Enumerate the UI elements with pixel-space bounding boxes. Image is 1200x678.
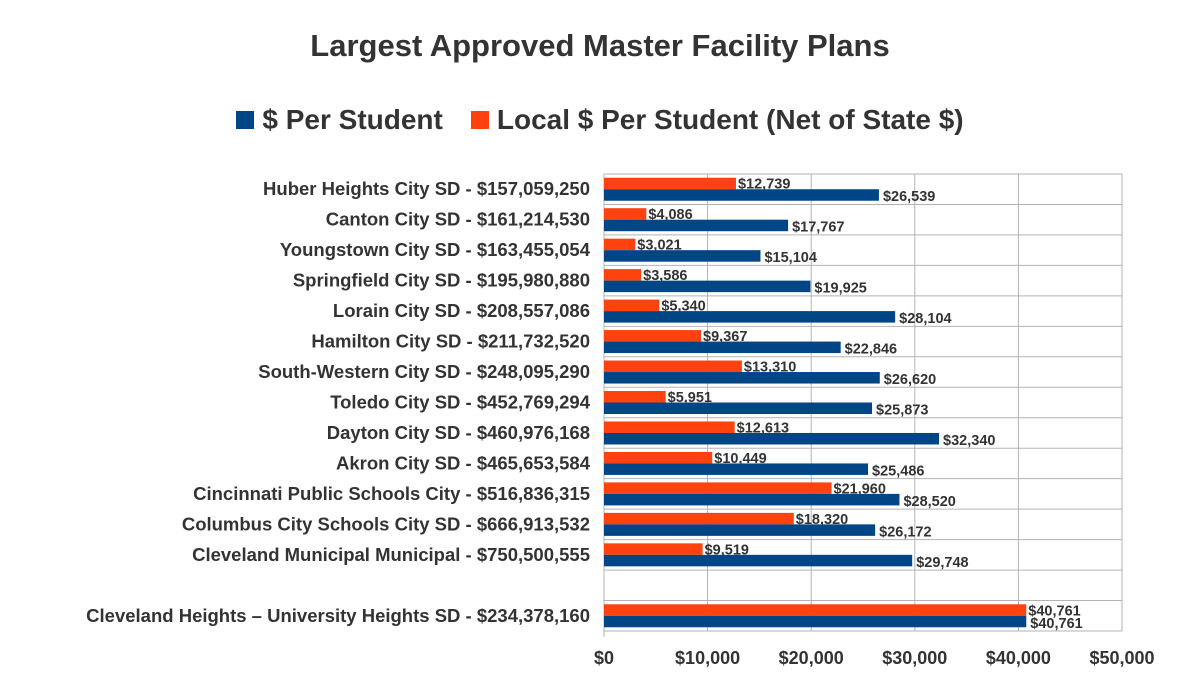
bar-per-student-6 <box>604 372 880 384</box>
legend-label-local-per-student: Local $ Per Student (Net of State $) <box>496 104 964 135</box>
bar-per-student-10 <box>604 493 900 506</box>
data-label-local-14: $40,761 <box>1028 603 1080 619</box>
x-tick-label-1: $10,000 <box>675 648 740 668</box>
bar-local-1 <box>604 208 647 220</box>
x-tick-label-3: $30,000 <box>882 648 947 668</box>
data-label-local-7: $5,951 <box>668 390 712 406</box>
bar-per-student-3 <box>604 280 811 293</box>
data-label-per-student-7: $25,873 <box>876 403 928 419</box>
data-label-local-3: $3,586 <box>643 268 687 284</box>
data-label-per-student-8: $32,340 <box>943 433 995 449</box>
bar-local-5 <box>604 330 702 342</box>
data-label-per-student-1: $17,767 <box>792 220 844 236</box>
bar-local-9 <box>604 451 713 464</box>
legend-swatch-local-per-student <box>470 111 489 129</box>
category-label-2: Youngstown City SD - $163,455,054 <box>280 239 591 260</box>
data-label-per-student-3: $19,925 <box>814 281 866 297</box>
x-tick-label-2: $20,000 <box>779 648 844 668</box>
category-label-11: Columbus City Schools City SD - $666,913… <box>182 513 590 534</box>
bar-per-student-5 <box>604 341 841 354</box>
data-label-per-student-10: $28,520 <box>903 494 955 510</box>
data-label-per-student-4: $28,104 <box>899 311 951 327</box>
x-tick-label-5: $50,000 <box>1089 648 1154 668</box>
data-label-per-student-6: $26,620 <box>884 372 936 388</box>
bar-local-3 <box>604 269 642 281</box>
x-tick-label-4: $40,000 <box>986 648 1051 668</box>
data-label-per-student-0: $26,539 <box>883 189 935 205</box>
chart-title: Largest Approved Master Facility Plans <box>310 28 890 63</box>
category-label-5: Hamilton City SD - $211,732,520 <box>311 331 590 352</box>
bar-local-4 <box>604 299 660 312</box>
data-label-local-4: $5,340 <box>661 299 705 315</box>
bar-per-student-14 <box>604 615 1027 628</box>
category-label-7: Toledo City SD - $452,769,294 <box>330 392 591 413</box>
bar-per-student-2 <box>604 250 761 262</box>
category-label-3: Springfield City SD - $195,980,880 <box>293 270 590 291</box>
data-label-local-2: $3,021 <box>637 238 681 254</box>
data-label-per-student-5: $22,846 <box>845 342 897 358</box>
legend-label-per-student: $ Per Student <box>262 104 443 135</box>
category-label-14: Cleveland Heights – University Heights S… <box>86 605 590 626</box>
legend-item-local-per-student: Local $ Per Student (Net of State $) <box>470 104 964 136</box>
legend-item-per-student: $ Per Student <box>236 104 443 136</box>
bar-local-0 <box>604 177 736 190</box>
bar-per-student-7 <box>604 402 873 414</box>
data-label-local-12: $9,519 <box>705 542 749 558</box>
data-label-local-0: $12,739 <box>738 177 790 193</box>
bar-local-11 <box>604 512 794 525</box>
data-label-per-student-2: $15,104 <box>764 250 816 266</box>
bar-per-student-8 <box>604 432 940 445</box>
legend: $ Per Student Local $ Per Student (Net o… <box>0 104 1200 136</box>
data-label-local-10: $21,960 <box>834 481 886 497</box>
bar-local-12 <box>604 543 703 555</box>
data-label-per-student-11: $26,172 <box>879 524 931 540</box>
bar-local-7 <box>604 391 666 403</box>
data-label-local-1: $4,086 <box>648 207 692 223</box>
category-label-10: Cincinnati Public Schools City - $516,83… <box>193 483 590 504</box>
category-label-1: Canton City SD - $161,214,530 <box>326 209 590 230</box>
data-label-local-5: $9,367 <box>703 329 747 345</box>
bar-local-8 <box>604 421 735 433</box>
bar-local-10 <box>604 482 832 494</box>
category-label-8: Dayton City SD - $460,976,168 <box>327 422 590 443</box>
bar-per-student-0 <box>604 189 879 201</box>
data-label-per-student-9: $25,486 <box>872 463 924 479</box>
bar-local-2 <box>604 238 636 251</box>
bar-per-student-11 <box>604 524 876 536</box>
data-label-local-8: $12,613 <box>737 420 789 436</box>
bar-per-student-12 <box>604 554 913 567</box>
category-label-6: South-Western City SD - $248,095,290 <box>258 361 590 382</box>
data-label-local-9: $10,449 <box>714 451 766 467</box>
x-tick-label-0: $0 <box>594 648 614 668</box>
bar-local-6 <box>604 360 742 373</box>
data-label-per-student-12: $29,748 <box>916 555 968 571</box>
bar-per-student-9 <box>604 463 869 475</box>
category-label-12: Cleveland Municipal Municipal - $750,500… <box>192 544 590 565</box>
category-label-9: Akron City SD - $465,653,584 <box>336 452 591 473</box>
bar-per-student-4 <box>604 311 896 323</box>
legend-swatch-per-student <box>236 111 255 129</box>
category-label-4: Lorain City SD - $208,557,086 <box>333 300 590 321</box>
bar-per-student-1 <box>604 219 789 232</box>
data-label-local-11: $18,320 <box>796 512 848 528</box>
data-label-per-student-14: $40,761 <box>1030 616 1082 632</box>
bar-local-14 <box>604 604 1027 616</box>
data-label-local-6: $13,310 <box>744 360 796 376</box>
category-label-0: Huber Heights City SD - $157,059,250 <box>263 178 590 199</box>
